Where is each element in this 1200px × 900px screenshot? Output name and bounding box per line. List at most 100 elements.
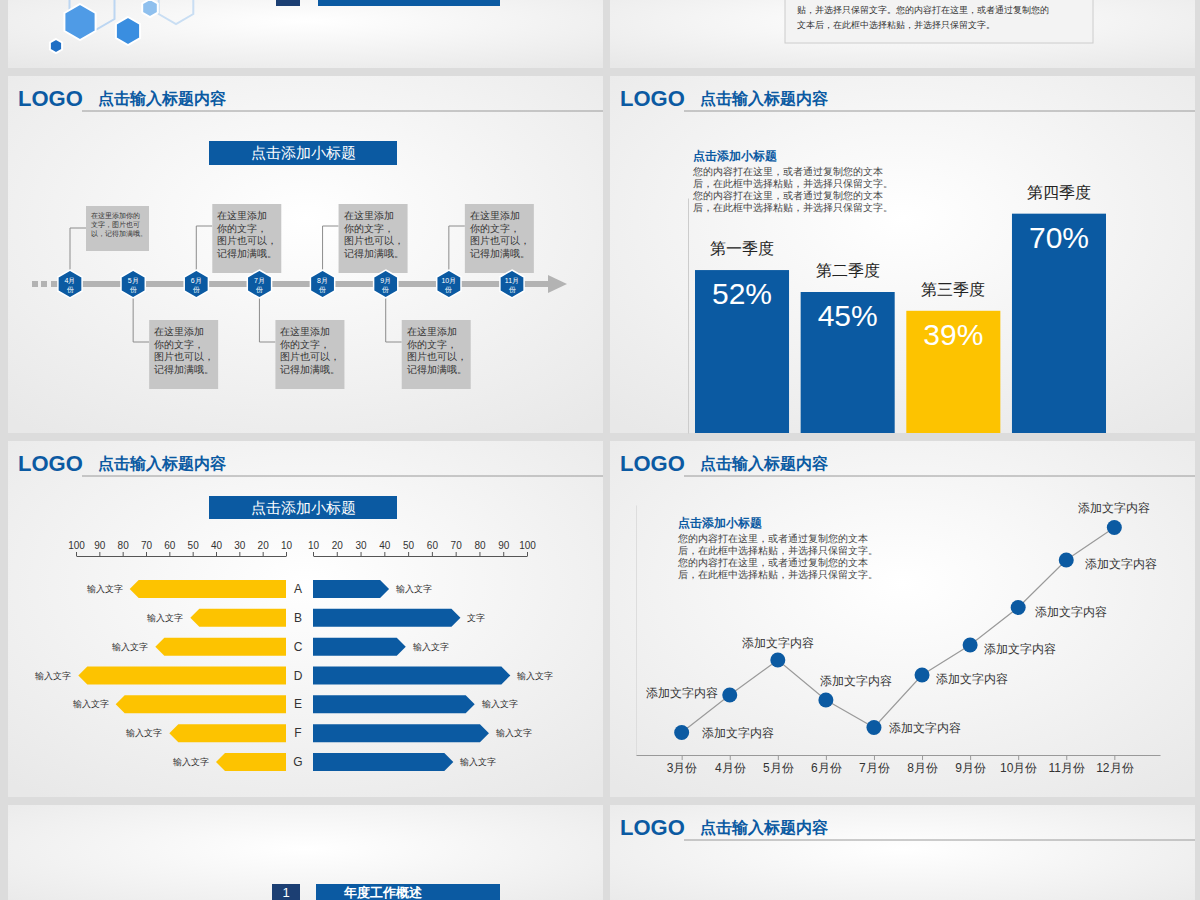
month-hexagon bbox=[374, 270, 398, 298]
marker bbox=[770, 653, 785, 668]
tick-label: 70 bbox=[451, 540, 463, 551]
month-label: 8月份 bbox=[317, 277, 328, 293]
point-label: 添加文字内容 bbox=[889, 721, 961, 735]
decoration bbox=[50, 0, 500, 53]
note-box bbox=[86, 206, 149, 251]
tick: 10 bbox=[308, 540, 320, 556]
axis-line bbox=[636, 506, 637, 756]
slide bbox=[8, 76, 603, 433]
marker bbox=[1107, 520, 1122, 535]
point-label: 添加文字内容 bbox=[984, 642, 1056, 656]
tick-label: 3月份 bbox=[667, 761, 698, 775]
tick-label: 10 bbox=[281, 540, 293, 551]
bar bbox=[313, 580, 389, 598]
bar-label: 输入文字 bbox=[396, 584, 432, 594]
timeline-dash bbox=[32, 281, 38, 287]
tick-label: 100 bbox=[519, 540, 536, 551]
category-label: 第四季度 bbox=[1027, 184, 1091, 201]
tick: 50 bbox=[188, 540, 200, 556]
tick-label: 80 bbox=[118, 540, 130, 551]
note-box bbox=[402, 320, 471, 389]
tick-mark bbox=[970, 755, 971, 760]
tick-label: 40 bbox=[379, 540, 391, 551]
tick: 3月份 bbox=[667, 755, 698, 775]
logo: LOGO bbox=[18, 86, 83, 111]
point-label: 添加文字内容 bbox=[702, 726, 774, 740]
tick-label: 7月份 bbox=[859, 761, 890, 775]
tick-label: 10 bbox=[308, 540, 320, 551]
marker bbox=[1059, 553, 1074, 568]
decoration-bar bbox=[318, 0, 500, 6]
subtitle-box bbox=[209, 141, 397, 165]
bar-chart: 点击添加小标题您的内容打在这里，或者通过复制您的文本后，在此框中选择粘贴，并选择… bbox=[689, 149, 1107, 434]
plot bbox=[674, 520, 1122, 740]
category-label: 第三季度 bbox=[921, 281, 985, 298]
slide-title: 点击输入标题内容 bbox=[700, 454, 828, 473]
note-text: 在这里添加你的文字，图片也可以，记得加满哦。 bbox=[470, 210, 530, 259]
slide bbox=[8, 805, 603, 900]
annotation: 后，在此框中选择粘贴，并选择只保留文字。 bbox=[678, 569, 878, 580]
tick-label: 100 bbox=[68, 540, 85, 551]
point-label: 添加文字内容 bbox=[646, 686, 718, 700]
bar-label: 文字 bbox=[467, 613, 485, 623]
slide bbox=[8, 441, 603, 797]
axis-line bbox=[637, 755, 1161, 756]
note-box bbox=[275, 320, 344, 389]
tick: 80 bbox=[118, 540, 130, 556]
annotation: 后，在此框中选择粘贴，并选择只保留文字。 bbox=[693, 202, 893, 213]
tick: 4月份 bbox=[715, 755, 746, 775]
category-label: B bbox=[294, 611, 302, 625]
month-label: 7月份 bbox=[254, 277, 265, 293]
marker bbox=[1011, 600, 1026, 615]
month-label: 10月份 bbox=[441, 277, 456, 293]
tick-label: 6月份 bbox=[811, 761, 842, 775]
x-axis: 3月份4月份5月份6月份7月份8月份9月份10月份11月份12月份 bbox=[637, 755, 1161, 775]
tick-mark bbox=[193, 552, 194, 556]
tick-label: 11月份 bbox=[1049, 761, 1085, 775]
tick-mark bbox=[826, 755, 827, 760]
tick-mark bbox=[1066, 755, 1067, 760]
note-box bbox=[149, 320, 218, 389]
point-label: 添加文字内容 bbox=[1085, 557, 1157, 571]
tick-label: 5月份 bbox=[763, 761, 794, 775]
tick-mark bbox=[922, 755, 923, 760]
x-axis: 102030405060708090100 bbox=[308, 540, 536, 557]
hexagon-decoration bbox=[64, 4, 95, 40]
bar-label: 输入文字 bbox=[147, 613, 183, 623]
section-title-box bbox=[316, 884, 500, 900]
tick-label: 40 bbox=[211, 540, 223, 551]
month-hexagon bbox=[500, 270, 524, 298]
header-rule bbox=[82, 476, 603, 477]
text-box: 贴，并选择只保留文字。您的内容打在这里，或者通过复制您的文本后，在此框中选择粘贴… bbox=[785, 0, 1093, 43]
tick-label: 30 bbox=[234, 540, 246, 551]
subtitle: 点击添加小标题 bbox=[251, 499, 356, 516]
month-hexagon bbox=[437, 270, 461, 298]
y-axis bbox=[688, 199, 689, 434]
y-axis bbox=[636, 506, 637, 756]
tick-mark bbox=[337, 552, 338, 556]
tick: 10 bbox=[281, 540, 293, 556]
note-connector bbox=[259, 297, 275, 342]
marker bbox=[818, 693, 833, 708]
marker bbox=[722, 688, 737, 703]
slide-title: 点击输入标题内容 bbox=[700, 89, 828, 108]
bar bbox=[801, 292, 895, 433]
bar bbox=[1012, 214, 1106, 433]
tick: 20 bbox=[258, 540, 270, 556]
header-rule bbox=[684, 111, 1195, 112]
note-text: 在这里添加你的文字，图片也可以，记得加满哦。 bbox=[91, 212, 147, 237]
timeline-dash bbox=[41, 281, 47, 287]
tick-mark bbox=[286, 552, 287, 556]
tick-mark bbox=[1114, 755, 1115, 760]
tick-mark bbox=[146, 552, 147, 556]
month-label: 4月份 bbox=[65, 277, 76, 293]
section-number-box bbox=[272, 884, 300, 900]
tick-mark bbox=[503, 552, 504, 556]
bar bbox=[313, 638, 406, 656]
data-label: 39% bbox=[923, 318, 983, 351]
tick-mark bbox=[123, 552, 124, 556]
tick-label: 50 bbox=[188, 540, 200, 551]
bar bbox=[78, 667, 286, 685]
note-text: 在这里添加你的文字，图片也可以，记得加满哦。 bbox=[280, 326, 340, 375]
section-number: 1 bbox=[282, 885, 289, 900]
